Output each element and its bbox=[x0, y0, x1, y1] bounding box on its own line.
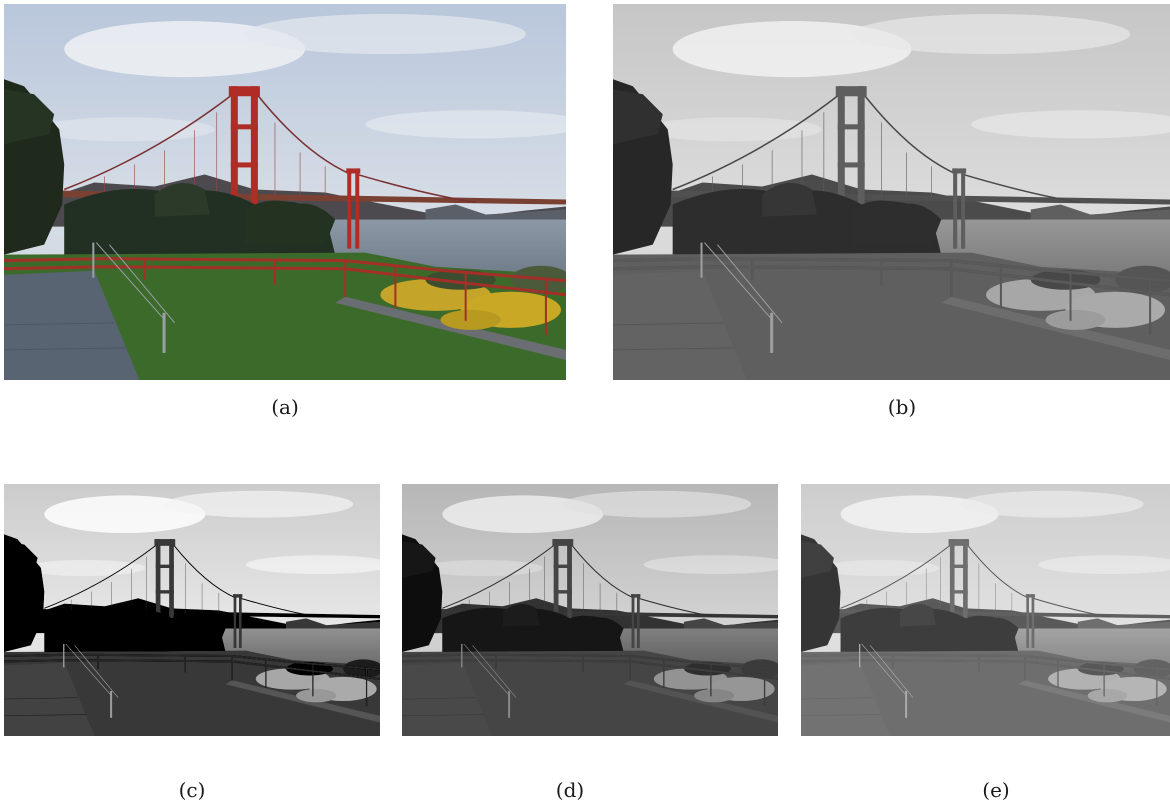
bridge-photo-grayscale-light bbox=[801, 484, 1170, 736]
photo-panel-c bbox=[4, 484, 380, 736]
photo-panel-e bbox=[801, 484, 1170, 736]
caption-d: (d) bbox=[555, 778, 585, 802]
bridge-photo-grayscale-dark bbox=[402, 484, 778, 736]
bridge-photo-color bbox=[4, 4, 566, 380]
photo-panel-b bbox=[613, 4, 1170, 380]
caption-c: (c) bbox=[178, 778, 206, 802]
photo-panel-d bbox=[402, 484, 778, 736]
caption-e: (e) bbox=[982, 778, 1010, 802]
photo-panel-a bbox=[4, 4, 566, 380]
caption-b: (b) bbox=[887, 395, 917, 419]
bridge-photo-grayscale bbox=[613, 4, 1170, 380]
caption-a: (a) bbox=[271, 395, 299, 419]
bridge-photo-grayscale-contrast bbox=[4, 484, 380, 736]
